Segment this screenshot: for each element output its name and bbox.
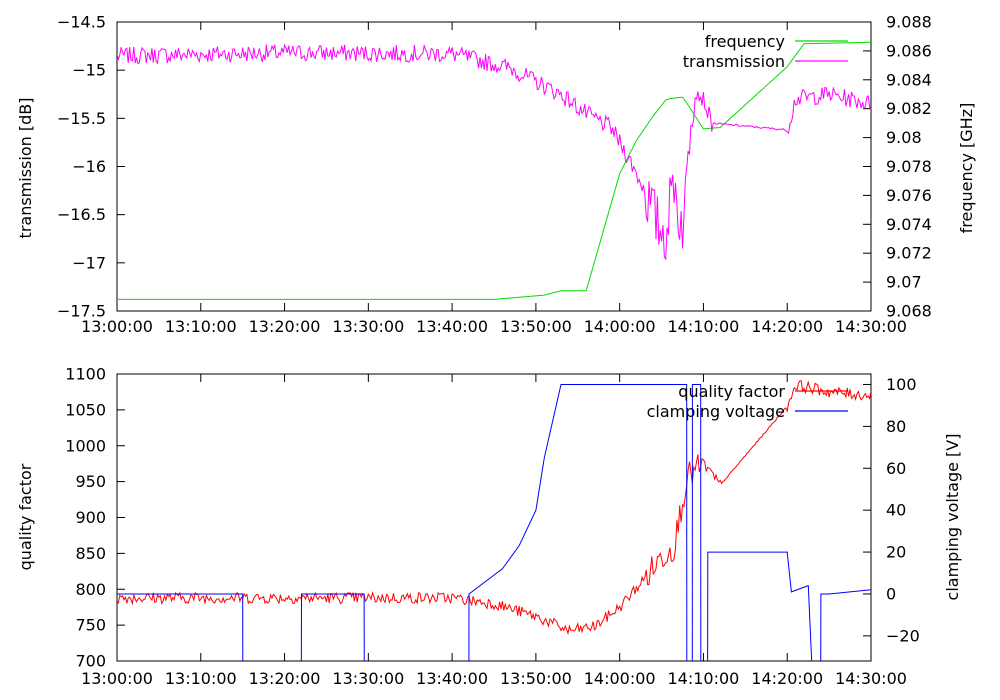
x-tick-label: 14:00:00 <box>584 669 656 688</box>
x-tick-label: 13:50:00 <box>500 317 572 336</box>
y2-tick-label: 9.07 <box>886 273 922 292</box>
y2-tick-label: 9.074 <box>886 215 932 234</box>
y-tick-label: 1100 <box>65 365 106 384</box>
y-tick-label: 750 <box>75 616 106 635</box>
y-tick-label: 950 <box>75 472 106 491</box>
x-tick-label: 14:20:00 <box>751 669 823 688</box>
x-tick-label: 13:10:00 <box>165 317 237 336</box>
x-tick-label: 13:30:00 <box>332 317 404 336</box>
legend-label-frequency: frequency <box>705 32 785 51</box>
x-tick-label: 13:30:00 <box>332 669 404 688</box>
x-tick-label: 13:40:00 <box>416 317 488 336</box>
tick-labels-top: 13:00:00 13:10:00 13:20:00 13:30:00 13:40:00… <box>57 13 932 337</box>
y-tick-label: 800 <box>75 580 106 599</box>
y2-tick-label: 20 <box>886 543 906 562</box>
legend-label-clamping-voltage: clamping voltage <box>647 402 785 421</box>
ylabel-bottom: quality factor <box>16 463 35 570</box>
panel-bottom: 13:00:00 13:10:00 13:20:00 13:30:00 13:40:00… <box>16 365 962 689</box>
x-tick-label: 13:50:00 <box>500 669 572 688</box>
y-tick-label: −17.5 <box>57 302 106 321</box>
x-tick-label: 14:10:00 <box>668 317 740 336</box>
x-tick-label: 14:20:00 <box>751 317 823 336</box>
series-line-transmission <box>117 43 871 261</box>
y2-tick-label: 9.068 <box>886 302 932 321</box>
y2-tick-label: 80 <box>886 417 906 436</box>
y2-tick-label: 60 <box>886 459 906 478</box>
y-tick-label: 1050 <box>65 400 106 419</box>
series-line-frequency <box>117 41 871 300</box>
y2label-top: frequency [GHz] <box>957 103 976 234</box>
x-tick-label: 13:20:00 <box>249 669 321 688</box>
y-tick-label: 900 <box>75 508 106 527</box>
legend-top: frequency transmission <box>683 32 848 71</box>
x-tick-label: 13:40:00 <box>416 669 488 688</box>
x-tick-label: 13:00:00 <box>81 669 153 688</box>
y-tick-label: 1000 <box>65 436 106 455</box>
legend-label-transmission: transmission <box>683 52 785 71</box>
y2-tick-label: 40 <box>886 501 906 520</box>
y-tick-label: −16.5 <box>57 205 106 224</box>
y-tick-label: −16 <box>72 157 106 176</box>
y-tick-label: 700 <box>75 652 106 671</box>
y-tick-label: −17 <box>72 253 106 272</box>
series-group-bottom <box>117 380 871 661</box>
tick-marks-top <box>116 21 872 312</box>
x-tick-label: 13:10:00 <box>165 669 237 688</box>
y2-tick-label: 0 <box>886 584 896 603</box>
y2-tick-label: 9.088 <box>886 13 932 32</box>
y-tick-label: −15 <box>72 61 106 80</box>
x-tick-label: 13:00:00 <box>81 317 153 336</box>
y-tick-label: 850 <box>75 544 106 563</box>
y2-tick-label: 9.08 <box>886 128 922 147</box>
y2-tick-label: 9.086 <box>886 41 932 60</box>
x-tick-label: 14:00:00 <box>584 317 656 336</box>
y-tick-label: −15.5 <box>57 109 106 128</box>
y2-tick-label: 9.076 <box>886 186 932 205</box>
ylabel-top: transmission [dB] <box>16 98 35 239</box>
series-line-clamping-voltage <box>117 384 871 661</box>
y2label-bottom: clamping voltage [V] <box>943 434 962 601</box>
panel-top: 13:00:00 13:10:00 13:20:00 13:30:00 13:40:00… <box>16 13 976 337</box>
x-tick-label: 14:10:00 <box>668 669 740 688</box>
x-tick-label: 13:20:00 <box>249 317 321 336</box>
legend-bottom: quality factor clamping voltage <box>647 382 848 421</box>
y2-tick-label: 9.072 <box>886 244 932 263</box>
y2-tick-label: 9.082 <box>886 99 932 118</box>
y2-tick-label: −20 <box>886 626 920 645</box>
y2-tick-label: 9.084 <box>886 70 932 89</box>
x-tick-label: 14:30:00 <box>835 669 907 688</box>
tick-labels-bottom: 13:00:00 13:10:00 13:20:00 13:30:00 13:40:00… <box>65 365 919 689</box>
legend-label-quality-factor: quality factor <box>678 382 785 401</box>
x-tick-label: 14:30:00 <box>835 317 907 336</box>
y-tick-label: −14.5 <box>57 13 106 32</box>
y2-tick-label: 100 <box>886 375 917 394</box>
y2-tick-label: 9.078 <box>886 157 932 176</box>
series-group-top <box>117 41 871 300</box>
tick-marks-bottom <box>116 373 872 662</box>
